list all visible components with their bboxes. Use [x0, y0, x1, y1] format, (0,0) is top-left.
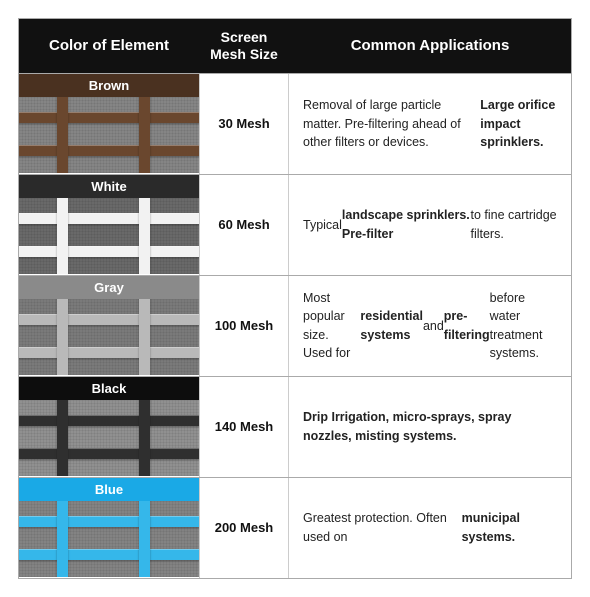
mesh-bar-h — [19, 246, 199, 257]
mesh-bar-v — [139, 400, 150, 476]
mesh-table: Color of Element Screen Mesh Size Common… — [18, 18, 572, 579]
mesh-texture — [19, 198, 199, 274]
mesh-bar-v — [57, 299, 68, 375]
applications-text: Most popular size. Used for residential … — [289, 276, 571, 376]
mesh-bar-h — [19, 314, 199, 325]
header-applications: Common Applications — [289, 27, 571, 64]
mesh-bar-h — [19, 448, 199, 459]
table-row: Gray100 MeshMost popular size. Used for … — [19, 275, 571, 376]
mesh-size: 60 Mesh — [199, 175, 289, 275]
mesh-swatch — [19, 97, 199, 173]
table-row: Black140 MeshDrip Irrigation, micro-spra… — [19, 376, 571, 477]
color-name-label: Gray — [19, 276, 199, 299]
color-name-label: Brown — [19, 74, 199, 97]
applications-text: Typical landscape sprinklers. Pre-filter… — [289, 175, 571, 275]
color-name-label: Black — [19, 377, 199, 400]
mesh-bar-v — [57, 198, 68, 274]
mesh-size: 200 Mesh — [199, 478, 289, 578]
mesh-bar-h — [19, 415, 199, 426]
mesh-texture — [19, 97, 199, 173]
applications-text: Greatest protection. Often used on munic… — [289, 478, 571, 578]
table-row: Brown30 MeshRemoval of large particle ma… — [19, 73, 571, 174]
color-cell: Blue — [19, 478, 199, 578]
mesh-bar-v — [139, 97, 150, 173]
mesh-bar-h — [19, 145, 199, 156]
color-cell: White — [19, 175, 199, 275]
mesh-swatch — [19, 299, 199, 375]
color-name-label: White — [19, 175, 199, 198]
mesh-size: 140 Mesh — [199, 377, 289, 477]
mesh-swatch — [19, 501, 199, 577]
table-header: Color of Element Screen Mesh Size Common… — [19, 19, 571, 73]
mesh-swatch — [19, 198, 199, 274]
mesh-bar-h — [19, 112, 199, 123]
mesh-size: 30 Mesh — [199, 74, 289, 174]
table-row: Blue200 MeshGreatest protection. Often u… — [19, 477, 571, 578]
color-cell: Brown — [19, 74, 199, 174]
mesh-bar-v — [57, 400, 68, 476]
color-cell: Black — [19, 377, 199, 477]
color-name-label: Blue — [19, 478, 199, 501]
mesh-bar-v — [57, 97, 68, 173]
applications-text: Removal of large particle matter. Pre-fi… — [289, 74, 571, 174]
mesh-swatch — [19, 400, 199, 476]
color-cell: Gray — [19, 276, 199, 376]
mesh-bar-h — [19, 213, 199, 224]
mesh-size: 100 Mesh — [199, 276, 289, 376]
table-row: White60 MeshTypical landscape sprinklers… — [19, 174, 571, 275]
mesh-texture — [19, 299, 199, 375]
mesh-bar-h — [19, 549, 199, 560]
header-mesh: Screen Mesh Size — [199, 19, 289, 73]
mesh-texture — [19, 400, 199, 476]
mesh-bar-v — [139, 501, 150, 577]
mesh-bar-h — [19, 516, 199, 527]
mesh-bar-h — [19, 347, 199, 358]
mesh-texture — [19, 501, 199, 577]
mesh-bar-v — [57, 501, 68, 577]
mesh-bar-v — [139, 198, 150, 274]
applications-text: Drip Irrigation, micro-sprays, spray noz… — [289, 377, 571, 477]
header-color: Color of Element — [19, 27, 199, 64]
mesh-bar-v — [139, 299, 150, 375]
